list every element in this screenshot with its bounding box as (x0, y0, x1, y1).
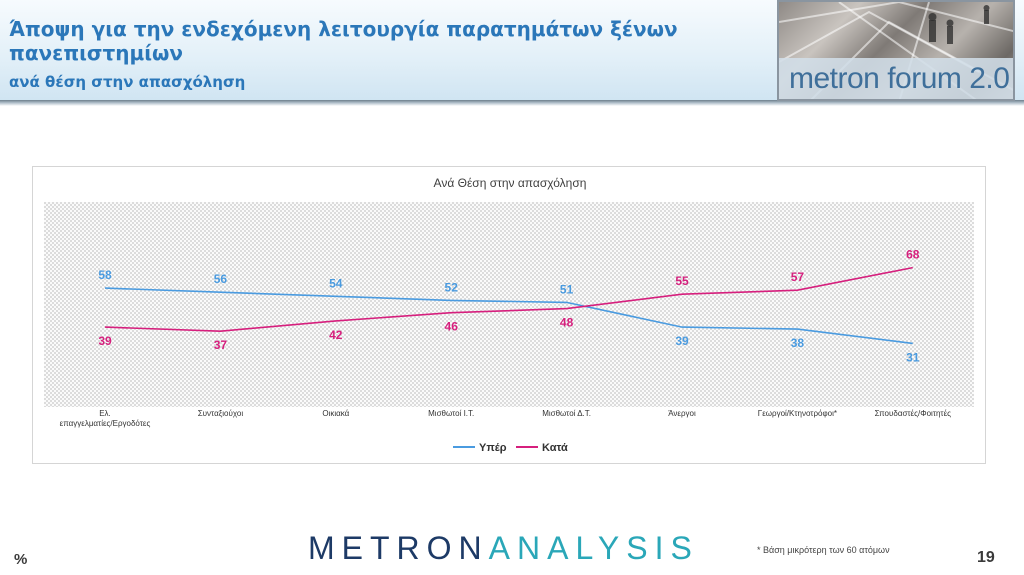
data-label: 55 (675, 274, 689, 288)
data-label: 37 (214, 338, 228, 352)
x-tick-label: Γεωργοί/Κτηνοτρόφοι* (758, 409, 837, 418)
data-label: 54 (329, 276, 343, 290)
x-tick-label: Μισθωτοί Δ.Τ. (542, 409, 591, 418)
data-label: 56 (214, 272, 228, 286)
legend-label: Κατά (542, 442, 568, 454)
x-tick-label: Μισθωτοί Ι.Τ. (428, 409, 474, 418)
page-number: 19 (977, 549, 995, 566)
chart-container: Ανά Θέση στην απασχόληση 58 39 56 37 54 42 52 4… (32, 166, 986, 464)
x-tick-label: Σπουδαστές/Φοιτητές (875, 409, 952, 418)
footnote: * Βάση μικρότερη των 60 ατόμων (757, 545, 890, 555)
page-title: Άποψη για την ενδεχόμενη λειτουργία παρα… (9, 17, 678, 65)
legend-label: Υπέρ (479, 442, 507, 454)
data-label: 57 (791, 270, 805, 284)
metron-analysis-logo: METRONANALYSIS (308, 528, 699, 568)
page-subtitle: ανά θέση στην απασχόληση (9, 73, 246, 91)
data-label: 38 (791, 336, 805, 350)
series-line-0 (104, 287, 913, 345)
data-label: 31 (906, 350, 920, 364)
x-tick-label: Ελ. επαγγελματίες/Εργοδότες (60, 409, 151, 428)
data-label: 39 (675, 334, 689, 348)
plot-area-background (44, 202, 974, 407)
data-label: 58 (98, 268, 112, 282)
line-chart: Ανά Θέση στην απασχόληση 58 39 56 37 54 42 52 4… (44, 176, 974, 454)
data-label: 42 (329, 328, 343, 342)
data-label: 51 (560, 282, 574, 296)
data-label: 39 (98, 334, 112, 348)
data-label: 46 (445, 320, 459, 334)
data-label: 48 (560, 316, 574, 330)
chart-title: Ανά Θέση στην απασχόληση (434, 176, 587, 190)
header-divider (0, 100, 1024, 106)
series-line-1 (104, 266, 913, 333)
metron-forum-logo: metron forum 2.0 (777, 0, 1015, 101)
x-tick-label: Άνεργοι (668, 409, 696, 418)
brand-analysis: ANALYSIS (488, 530, 699, 566)
logo-text: metron forum 2.0 (789, 62, 1010, 95)
data-label: 68 (906, 248, 920, 262)
data-label: 52 (445, 280, 459, 294)
percent-note: % (14, 551, 28, 568)
x-tick-label: Συνταξιούχοι (198, 409, 244, 418)
x-tick-label: Οικιακά (322, 409, 349, 418)
brand-metron: METRON (308, 530, 489, 566)
